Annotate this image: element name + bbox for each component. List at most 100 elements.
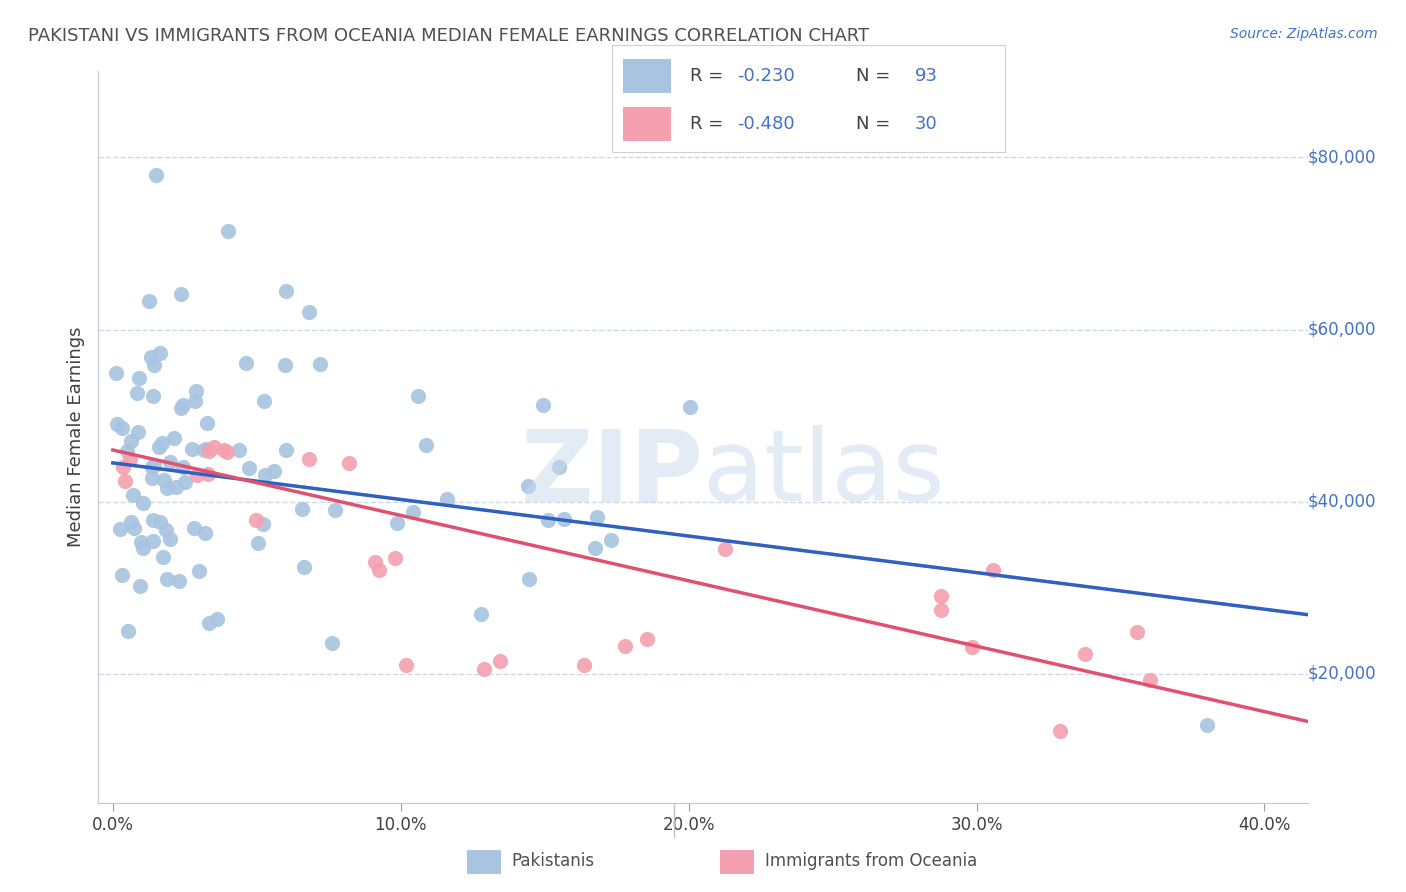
Point bbox=[572, 658, 595, 673]
Point bbox=[172, 398, 194, 412]
Text: -0.230: -0.230 bbox=[738, 67, 796, 85]
Text: $60,000: $60,000 bbox=[1308, 320, 1376, 339]
Point bbox=[217, 445, 239, 459]
Point bbox=[142, 533, 165, 548]
Point bbox=[108, 522, 131, 536]
FancyBboxPatch shape bbox=[623, 107, 671, 141]
Point bbox=[148, 440, 170, 454]
FancyBboxPatch shape bbox=[467, 849, 501, 874]
Point bbox=[193, 442, 215, 457]
Point bbox=[122, 488, 145, 502]
Point bbox=[583, 541, 606, 556]
Point bbox=[1049, 724, 1071, 739]
Point bbox=[1195, 718, 1218, 732]
Point bbox=[1139, 673, 1161, 687]
Point bbox=[586, 510, 609, 524]
Point bbox=[194, 526, 217, 541]
Text: Pakistanis: Pakistanis bbox=[512, 852, 595, 870]
Point bbox=[184, 393, 207, 408]
Point bbox=[235, 356, 257, 370]
Point bbox=[292, 560, 315, 574]
Point bbox=[132, 541, 155, 555]
Text: $40,000: $40,000 bbox=[1308, 492, 1376, 510]
Point bbox=[436, 491, 458, 506]
Point bbox=[195, 416, 218, 430]
Point bbox=[274, 442, 297, 457]
Point bbox=[599, 533, 621, 548]
Point bbox=[111, 460, 134, 475]
Point bbox=[125, 386, 148, 401]
Point bbox=[145, 168, 167, 182]
Point bbox=[395, 658, 418, 673]
Point bbox=[155, 524, 177, 538]
Point bbox=[323, 502, 346, 516]
Point bbox=[165, 479, 187, 493]
Point bbox=[472, 662, 495, 676]
Point bbox=[929, 603, 952, 617]
Point bbox=[981, 564, 1004, 578]
Point bbox=[197, 467, 219, 481]
Point bbox=[129, 535, 152, 549]
Point bbox=[152, 549, 174, 564]
Text: Immigrants from Oceania: Immigrants from Oceania bbox=[765, 852, 977, 870]
Point bbox=[263, 464, 285, 478]
Point bbox=[228, 442, 250, 457]
Point bbox=[129, 579, 152, 593]
Point bbox=[183, 521, 205, 535]
Point bbox=[149, 515, 172, 529]
Point bbox=[517, 479, 540, 493]
Text: N =: N = bbox=[856, 115, 896, 133]
Point bbox=[385, 516, 408, 530]
Point bbox=[104, 366, 127, 380]
Point bbox=[159, 455, 181, 469]
Point bbox=[1125, 625, 1147, 640]
Point bbox=[253, 394, 276, 409]
Point bbox=[309, 357, 332, 371]
Point bbox=[184, 384, 207, 398]
Point bbox=[142, 458, 165, 472]
Text: $20,000: $20,000 bbox=[1308, 665, 1376, 682]
Point bbox=[156, 572, 179, 586]
Text: atlas: atlas bbox=[703, 425, 945, 522]
Text: 30: 30 bbox=[915, 115, 938, 133]
Point bbox=[337, 456, 360, 470]
Point bbox=[274, 359, 297, 373]
Point bbox=[105, 417, 128, 431]
Point bbox=[960, 640, 983, 654]
Point bbox=[368, 564, 391, 578]
Point bbox=[212, 443, 235, 458]
Point bbox=[159, 532, 181, 546]
Point bbox=[141, 460, 163, 475]
Text: $80,000: $80,000 bbox=[1308, 148, 1376, 167]
Point bbox=[246, 536, 269, 550]
Point bbox=[156, 481, 179, 495]
Text: ZIP: ZIP bbox=[520, 425, 703, 522]
Point bbox=[143, 358, 166, 372]
Point bbox=[173, 475, 195, 490]
Point bbox=[142, 389, 165, 403]
Point bbox=[217, 223, 239, 237]
Point bbox=[321, 636, 343, 650]
Point bbox=[111, 567, 134, 582]
Point bbox=[929, 589, 952, 603]
Text: PAKISTANI VS IMMIGRANTS FROM OCEANIA MEDIAN FEMALE EARNINGS CORRELATION CHART: PAKISTANI VS IMMIGRANTS FROM OCEANIA MED… bbox=[28, 27, 869, 45]
Point bbox=[204, 440, 226, 454]
Text: R =: R = bbox=[690, 67, 730, 85]
Point bbox=[297, 305, 319, 319]
Point bbox=[415, 438, 437, 452]
Point bbox=[169, 574, 191, 588]
Point bbox=[170, 286, 193, 301]
Text: -0.480: -0.480 bbox=[738, 115, 796, 133]
Point bbox=[186, 467, 208, 482]
Point bbox=[198, 615, 221, 630]
Point bbox=[714, 541, 737, 556]
Point bbox=[138, 294, 160, 309]
Point bbox=[252, 516, 274, 531]
Point bbox=[172, 460, 194, 475]
Point bbox=[111, 421, 134, 435]
Point bbox=[205, 612, 228, 626]
Point bbox=[141, 350, 163, 364]
Text: 93: 93 bbox=[915, 67, 938, 85]
Point bbox=[291, 502, 314, 516]
Point bbox=[238, 461, 260, 475]
